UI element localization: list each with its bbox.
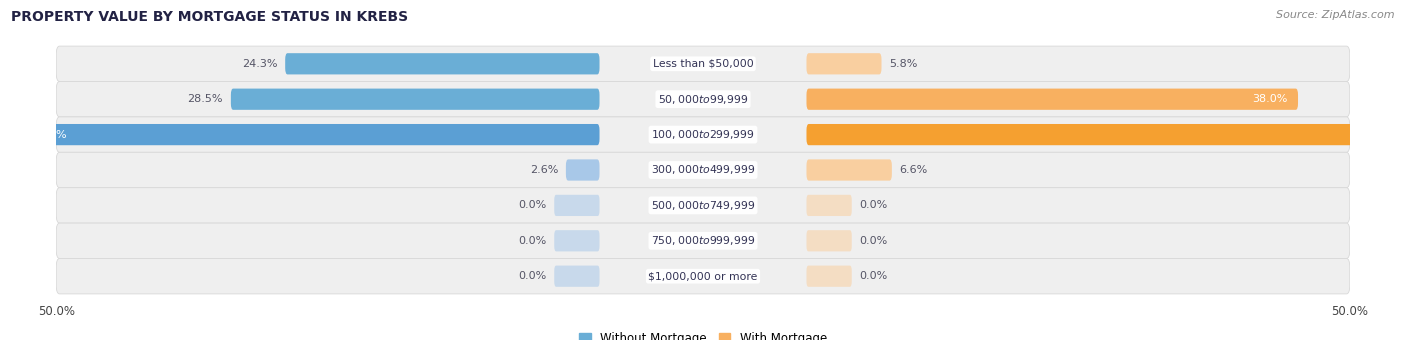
Text: 44.7%: 44.7% bbox=[32, 130, 67, 140]
FancyBboxPatch shape bbox=[56, 82, 1350, 117]
Text: Source: ZipAtlas.com: Source: ZipAtlas.com bbox=[1277, 10, 1395, 20]
Text: 0.0%: 0.0% bbox=[519, 271, 547, 281]
Legend: Without Mortgage, With Mortgage: Without Mortgage, With Mortgage bbox=[574, 328, 832, 340]
Text: 5.8%: 5.8% bbox=[889, 59, 918, 69]
FancyBboxPatch shape bbox=[231, 89, 599, 110]
FancyBboxPatch shape bbox=[21, 124, 599, 145]
Text: Less than $50,000: Less than $50,000 bbox=[652, 59, 754, 69]
FancyBboxPatch shape bbox=[285, 53, 599, 74]
FancyBboxPatch shape bbox=[807, 124, 1406, 145]
FancyBboxPatch shape bbox=[554, 195, 599, 216]
FancyBboxPatch shape bbox=[807, 266, 852, 287]
FancyBboxPatch shape bbox=[56, 188, 1350, 223]
FancyBboxPatch shape bbox=[807, 230, 852, 251]
FancyBboxPatch shape bbox=[56, 152, 1350, 188]
FancyBboxPatch shape bbox=[56, 117, 1350, 152]
Text: $300,000 to $499,999: $300,000 to $499,999 bbox=[651, 164, 755, 176]
Text: 6.6%: 6.6% bbox=[900, 165, 928, 175]
FancyBboxPatch shape bbox=[56, 46, 1350, 82]
Text: $500,000 to $749,999: $500,000 to $749,999 bbox=[651, 199, 755, 212]
FancyBboxPatch shape bbox=[554, 266, 599, 287]
Text: 0.0%: 0.0% bbox=[519, 200, 547, 210]
Text: $100,000 to $299,999: $100,000 to $299,999 bbox=[651, 128, 755, 141]
FancyBboxPatch shape bbox=[56, 223, 1350, 258]
Text: 38.0%: 38.0% bbox=[1253, 94, 1288, 104]
FancyBboxPatch shape bbox=[565, 159, 599, 181]
Text: 0.0%: 0.0% bbox=[859, 200, 887, 210]
Text: PROPERTY VALUE BY MORTGAGE STATUS IN KREBS: PROPERTY VALUE BY MORTGAGE STATUS IN KRE… bbox=[11, 10, 408, 24]
FancyBboxPatch shape bbox=[807, 195, 852, 216]
Text: 2.6%: 2.6% bbox=[530, 165, 558, 175]
Text: 0.0%: 0.0% bbox=[859, 271, 887, 281]
FancyBboxPatch shape bbox=[807, 53, 882, 74]
FancyBboxPatch shape bbox=[807, 159, 891, 181]
FancyBboxPatch shape bbox=[554, 230, 599, 251]
FancyBboxPatch shape bbox=[56, 258, 1350, 294]
Text: $50,000 to $99,999: $50,000 to $99,999 bbox=[658, 93, 748, 106]
Text: 49.6%: 49.6% bbox=[1402, 130, 1406, 140]
Text: $1,000,000 or more: $1,000,000 or more bbox=[648, 271, 758, 281]
Text: $750,000 to $999,999: $750,000 to $999,999 bbox=[651, 234, 755, 247]
Text: 0.0%: 0.0% bbox=[519, 236, 547, 246]
Text: 0.0%: 0.0% bbox=[859, 236, 887, 246]
Text: 24.3%: 24.3% bbox=[242, 59, 277, 69]
Text: 28.5%: 28.5% bbox=[187, 94, 224, 104]
FancyBboxPatch shape bbox=[807, 89, 1298, 110]
